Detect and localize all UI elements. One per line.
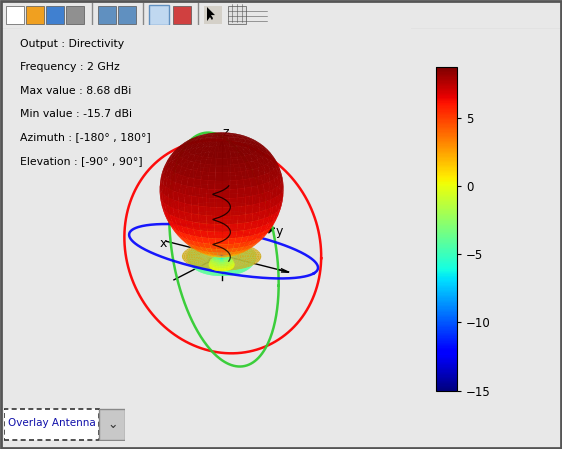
Text: Min value : -15.7 dBi: Min value : -15.7 dBi xyxy=(20,109,132,119)
Text: ⌄: ⌄ xyxy=(107,418,118,431)
Bar xyxy=(118,5,136,24)
Bar xyxy=(26,5,44,24)
Text: Output : Directivity: Output : Directivity xyxy=(20,39,124,49)
FancyBboxPatch shape xyxy=(99,409,125,440)
Polygon shape xyxy=(207,7,215,21)
Text: Overlay Antenna: Overlay Antenna xyxy=(8,418,96,428)
Text: Elevation : [-90° , 90°]: Elevation : [-90° , 90°] xyxy=(20,156,142,166)
Text: Frequency : 2 GHz: Frequency : 2 GHz xyxy=(20,62,119,72)
FancyBboxPatch shape xyxy=(4,409,99,440)
Bar xyxy=(149,4,169,25)
Bar xyxy=(46,5,64,24)
Text: Azimuth : [-180° , 180°]: Azimuth : [-180° , 180°] xyxy=(20,132,151,142)
Bar xyxy=(204,5,222,24)
Bar xyxy=(98,5,116,24)
Bar xyxy=(173,5,191,24)
Text: Max value : 8.68 dBi: Max value : 8.68 dBi xyxy=(20,86,131,96)
Bar xyxy=(6,5,24,24)
Bar xyxy=(228,5,246,24)
Bar xyxy=(66,5,84,24)
